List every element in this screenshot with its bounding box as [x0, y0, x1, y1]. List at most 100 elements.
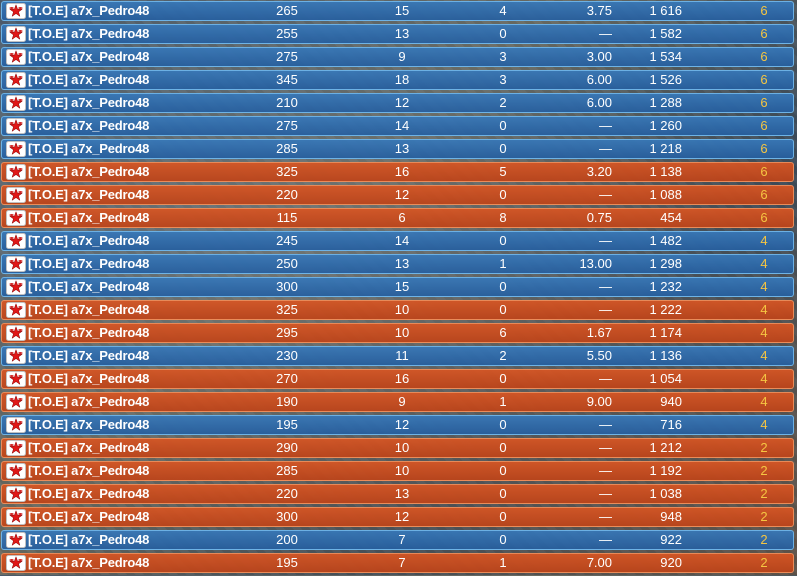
red-star-badge-icon: [6, 555, 26, 571]
player-row[interactable]: [T.O.E] a7x_Pedro48 285 10 0 — 1 192 2: [1, 461, 794, 481]
deaths-value: 1: [499, 555, 507, 570]
kd-ratio-value: —: [599, 463, 612, 478]
player-row[interactable]: [T.O.E] a7x_Pedro48 325 16 5 3.20 1 138 …: [1, 162, 794, 182]
deaths-value: 2: [499, 348, 507, 363]
player-row[interactable]: [T.O.E] a7x_Pedro48 255 13 0 — 1 582 6: [1, 24, 794, 44]
kd-ratio-value: 3.00: [586, 49, 612, 64]
points-value: 948: [660, 509, 682, 524]
red-star-badge-icon: [6, 486, 26, 502]
kd-ratio-value: 0.75: [586, 210, 612, 225]
points-value: 1 582: [649, 26, 682, 41]
score-value: 270: [276, 371, 298, 386]
kills-value: 16: [394, 371, 410, 386]
kd-ratio-value: —: [599, 532, 612, 547]
kills-value: 15: [394, 279, 410, 294]
player-row[interactable]: [T.O.E] a7x_Pedro48 300 12 0 — 948 2: [1, 507, 794, 527]
points-value: 1 174: [649, 325, 682, 340]
player-name: [T.O.E] a7x_Pedro48: [28, 164, 150, 179]
rank-value: 6: [760, 187, 768, 202]
kd-ratio-value: —: [599, 141, 612, 156]
player-row[interactable]: [T.O.E] a7x_Pedro48 295 10 6 1.67 1 174 …: [1, 323, 794, 343]
player-row[interactable]: [T.O.E] a7x_Pedro48 290 10 0 — 1 212 2: [1, 438, 794, 458]
player-row[interactable]: [T.O.E] a7x_Pedro48 245 14 0 — 1 482 4: [1, 231, 794, 251]
player-row[interactable]: [T.O.E] a7x_Pedro48 250 13 1 13.00 1 298…: [1, 254, 794, 274]
kills-value: 12: [394, 509, 410, 524]
player-row[interactable]: [T.O.E] a7x_Pedro48 265 15 4 3.75 1 616 …: [1, 1, 794, 21]
red-star-badge-icon: [6, 49, 26, 65]
player-row[interactable]: [T.O.E] a7x_Pedro48 195 7 1 7.00 920 2: [1, 553, 794, 573]
kd-ratio-value: —: [599, 302, 612, 317]
kd-ratio-value: —: [599, 118, 612, 133]
kills-value: 10: [394, 325, 410, 340]
score-value: 300: [276, 509, 298, 524]
red-star-badge-icon: [6, 164, 26, 180]
deaths-value: 0: [499, 486, 507, 501]
player-name: [T.O.E] a7x_Pedro48: [28, 371, 150, 386]
player-name: [T.O.E] a7x_Pedro48: [28, 118, 150, 133]
kills-value: 9: [398, 49, 406, 64]
player-name: [T.O.E] a7x_Pedro48: [28, 325, 150, 340]
score-value: 285: [276, 141, 298, 156]
player-row[interactable]: [T.O.E] a7x_Pedro48 115 6 8 0.75 454 6: [1, 208, 794, 228]
player-name: [T.O.E] a7x_Pedro48: [28, 463, 150, 478]
player-row[interactable]: [T.O.E] a7x_Pedro48 275 14 0 — 1 260 6: [1, 116, 794, 136]
kd-ratio-value: —: [599, 233, 612, 248]
player-row[interactable]: [T.O.E] a7x_Pedro48 230 11 2 5.50 1 136 …: [1, 346, 794, 366]
player-row[interactable]: [T.O.E] a7x_Pedro48 195 12 0 — 716 4: [1, 415, 794, 435]
rank-value: 6: [760, 26, 768, 41]
red-star-badge-icon: [6, 233, 26, 249]
score-value: 195: [276, 555, 298, 570]
points-value: 1 192: [649, 463, 682, 478]
kills-value: 15: [394, 3, 410, 18]
score-value: 210: [276, 95, 298, 110]
score-value: 230: [276, 348, 298, 363]
deaths-value: 0: [499, 302, 507, 317]
player-row[interactable]: [T.O.E] a7x_Pedro48 275 9 3 3.00 1 534 6: [1, 47, 794, 67]
red-star-badge-icon: [6, 187, 26, 203]
rank-value: 4: [760, 325, 768, 340]
kills-value: 7: [398, 555, 406, 570]
kd-ratio-value: —: [599, 509, 612, 524]
player-row[interactable]: [T.O.E] a7x_Pedro48 345 18 3 6.00 1 526 …: [1, 70, 794, 90]
player-name: [T.O.E] a7x_Pedro48: [28, 187, 150, 202]
kd-ratio-value: 9.00: [586, 394, 612, 409]
kills-value: 7: [398, 532, 406, 547]
kills-value: 9: [398, 394, 406, 409]
kills-value: 12: [394, 95, 410, 110]
player-name: [T.O.E] a7x_Pedro48: [28, 141, 150, 156]
points-value: 1 088: [649, 187, 682, 202]
player-name: [T.O.E] a7x_Pedro48: [28, 49, 150, 64]
player-name: [T.O.E] a7x_Pedro48: [28, 302, 150, 317]
deaths-value: 8: [499, 210, 507, 225]
player-row[interactable]: [T.O.E] a7x_Pedro48 220 12 0 — 1 088 6: [1, 185, 794, 205]
score-value: 285: [276, 463, 298, 478]
points-value: 1 260: [649, 118, 682, 133]
score-value: 115: [276, 210, 298, 225]
kills-value: 6: [398, 210, 406, 225]
player-row[interactable]: [T.O.E] a7x_Pedro48 200 7 0 — 922 2: [1, 530, 794, 550]
points-value: 1 138: [649, 164, 682, 179]
red-star-badge-icon: [6, 256, 26, 272]
player-row[interactable]: [T.O.E] a7x_Pedro48 190 9 1 9.00 940 4: [1, 392, 794, 412]
player-row[interactable]: [T.O.E] a7x_Pedro48 325 10 0 — 1 222 4: [1, 300, 794, 320]
player-row[interactable]: [T.O.E] a7x_Pedro48 210 12 2 6.00 1 288 …: [1, 93, 794, 113]
player-name: [T.O.E] a7x_Pedro48: [28, 210, 150, 225]
score-value: 275: [276, 118, 298, 133]
score-value: 190: [276, 394, 298, 409]
kd-ratio-value: —: [599, 486, 612, 501]
player-name: [T.O.E] a7x_Pedro48: [28, 72, 150, 87]
red-star-badge-icon: [6, 463, 26, 479]
player-row[interactable]: [T.O.E] a7x_Pedro48 285 13 0 — 1 218 6: [1, 139, 794, 159]
kd-ratio-value: —: [599, 440, 612, 455]
points-value: 1 298: [649, 256, 682, 271]
score-value: 220: [276, 187, 298, 202]
deaths-value: 6: [499, 325, 507, 340]
player-row[interactable]: [T.O.E] a7x_Pedro48 220 13 0 — 1 038 2: [1, 484, 794, 504]
score-value: 250: [276, 256, 298, 271]
player-row[interactable]: [T.O.E] a7x_Pedro48 300 15 0 — 1 232 4: [1, 277, 794, 297]
deaths-value: 0: [499, 371, 507, 386]
kills-value: 18: [394, 72, 410, 87]
player-row[interactable]: [T.O.E] a7x_Pedro48 270 16 0 — 1 054 4: [1, 369, 794, 389]
red-star-badge-icon: [6, 95, 26, 111]
